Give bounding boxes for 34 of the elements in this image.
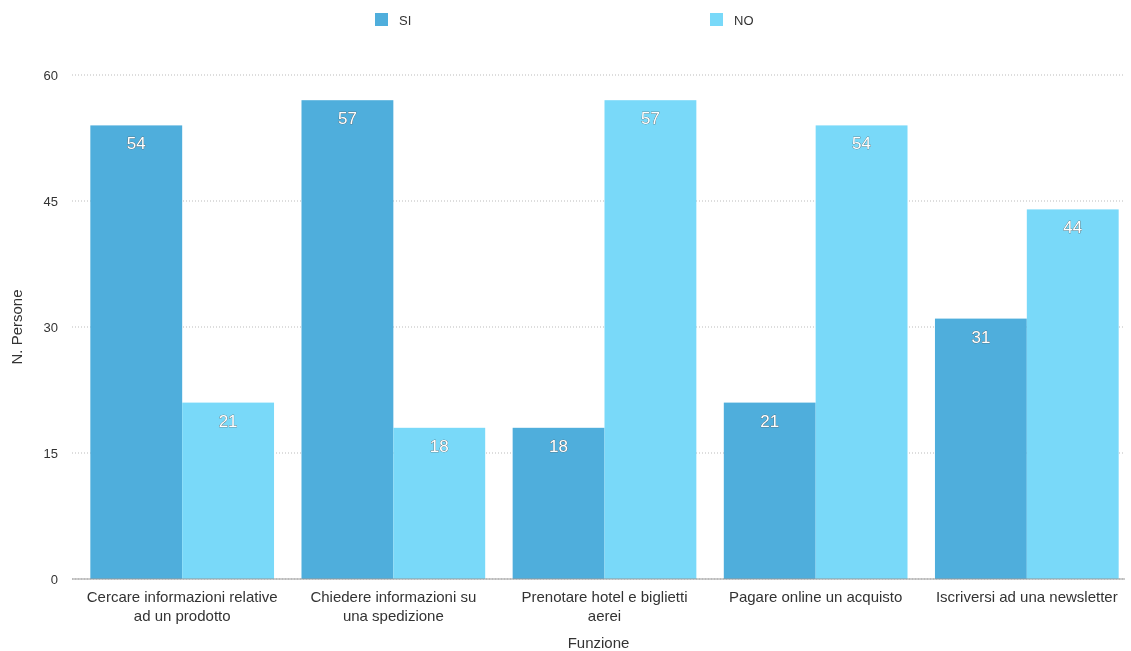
x-tick-label: Pagare online un acquisto [728,588,903,605]
bar [393,427,486,579]
bar [512,427,605,579]
legend-label: NO [734,13,754,28]
data-label: 54 [852,134,872,154]
data-label: 18 [549,436,569,456]
data-label: 21 [218,411,238,431]
y-tick-label: 0 [50,571,58,587]
data-label: 57 [640,109,660,129]
data-label: 57 [337,109,357,129]
data-label: 18 [429,436,449,456]
data-label: 54 [126,134,146,154]
bar [182,402,275,579]
y-tick-label: 45 [43,193,58,209]
bar [934,318,1027,579]
y-tick-label: 60 [43,67,58,83]
legend-label: SI [399,13,412,28]
x-tick-label: Prenotare hotel e biglietti aerei [521,588,688,624]
x-tick-label: Cercare informazioni relative ad un prodotto [86,588,278,624]
data-label: 44 [1063,218,1083,238]
data-label: 31 [971,327,991,347]
bar [815,125,908,579]
y-axis-title: N. Persone [8,289,25,365]
data-label: 21 [760,411,780,431]
y-tick-label: 30 [43,319,58,335]
bar [1026,209,1119,579]
bar [90,125,183,579]
y-tick-label: 15 [43,445,58,461]
bar [723,402,816,579]
bar [604,100,697,579]
x-tick-label: Chiedere informazioni su una spedizione [310,588,477,624]
x-axis-title: Funzione [567,634,630,651]
bar [301,100,394,579]
x-tick-label: Iscriversi ad una newsletter [935,588,1118,605]
